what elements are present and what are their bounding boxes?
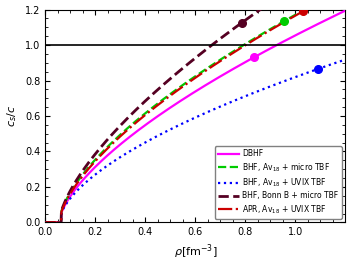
X-axis label: $\rho$[fm$^{-3}$]: $\rho$[fm$^{-3}$]: [173, 243, 217, 261]
Legend: DBHF, BHF, Av$_{18}$ + micro TBF, BHF, Av$_{18}$ + UVIX TBF, BHF, Bonn B + micro: DBHF, BHF, Av$_{18}$ + micro TBF, BHF, A…: [215, 146, 342, 219]
Y-axis label: $c_s/c$: $c_s/c$: [6, 105, 19, 127]
